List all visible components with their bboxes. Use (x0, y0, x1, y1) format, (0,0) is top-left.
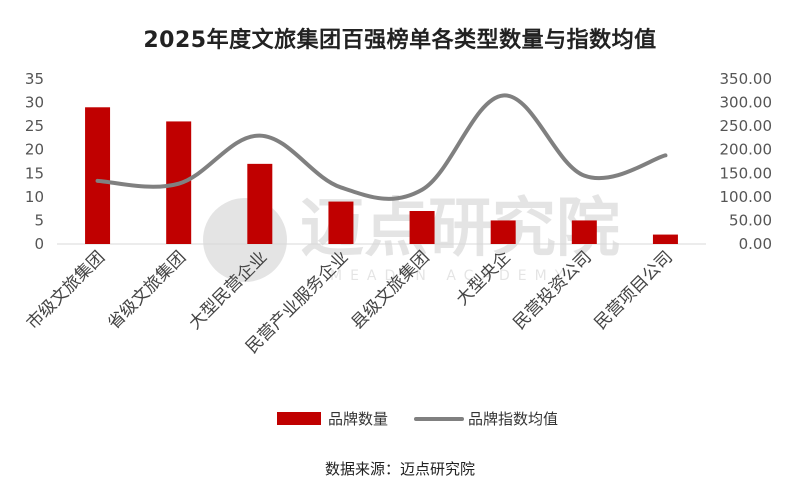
left-tick-label: 5 (34, 211, 44, 229)
bar-series (85, 107, 678, 245)
line-series (95, 93, 668, 201)
left-tick-label: 0 (34, 235, 44, 253)
left-tick-label: 30 (25, 94, 44, 112)
legend-bar-label: 品牌数量 (328, 410, 388, 428)
bar (328, 201, 354, 244)
bar (409, 211, 435, 244)
right-tick-label: 150.00 (720, 164, 773, 182)
chart-title: 2025年度文旅集团百强榜单各类型数量与指数均值 (143, 28, 657, 53)
right-tick-label: 0.00 (739, 235, 772, 253)
legend: 品牌数量 品牌指数均值 (277, 410, 558, 428)
left-tick-label: 10 (25, 188, 44, 206)
category-label: 省级文旅集团 (104, 247, 190, 333)
source-note: 数据来源：迈点研究院 (324, 460, 475, 478)
legend-bar-swatch (277, 412, 321, 425)
left-tick-label: 20 (25, 141, 44, 159)
legend-line-label: 品牌指数均值 (468, 410, 558, 428)
left-tick-label: 15 (25, 164, 44, 182)
right-tick-label: 350.00 (720, 70, 773, 88)
bar (247, 163, 273, 244)
right-tick-label: 200.00 (720, 141, 773, 159)
category-label: 民营项目公司 (591, 247, 677, 333)
right-tick-label: 50.00 (729, 211, 772, 229)
left-tick-label: 35 (25, 70, 44, 88)
bar (490, 220, 516, 244)
category-label: 市级文旅集团 (23, 247, 109, 333)
bar (85, 107, 111, 245)
category-label: 大型民营企业 (185, 247, 271, 333)
right-tick-label: 100.00 (720, 188, 773, 206)
right-axis-ticks: 0.00 50.00 100.00 150.00 200.00 250.00 300.00 3… (720, 70, 773, 253)
category-label: 大型央企 (452, 247, 514, 309)
left-axis-ticks: 0 5 10 15 20 25 30 35 (25, 70, 44, 253)
bar (652, 234, 678, 244)
left-tick-label: 25 (25, 117, 44, 135)
right-tick-label: 300.00 (720, 94, 773, 112)
right-tick-label: 250.00 (720, 117, 773, 135)
bar (571, 220, 597, 244)
category-label: 民营投资公司 (510, 247, 596, 333)
category-label: 县级文旅集团 (347, 247, 433, 333)
